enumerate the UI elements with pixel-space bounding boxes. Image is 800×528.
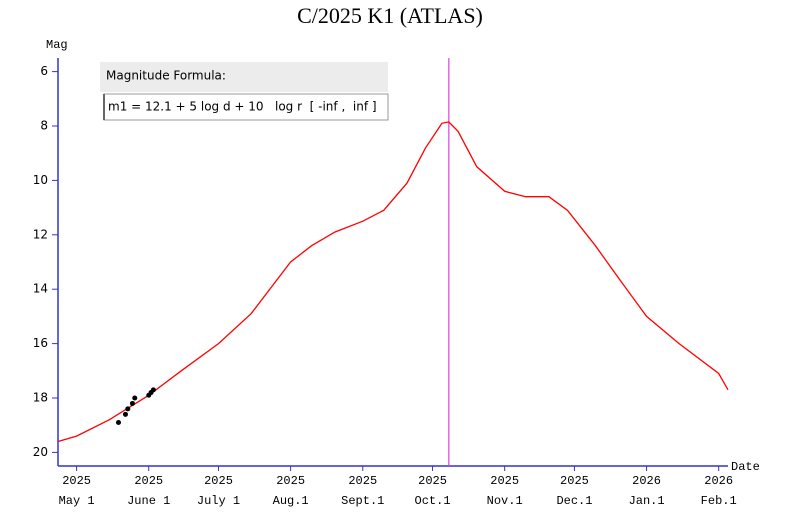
x-tick-year: 2025 bbox=[204, 474, 233, 488]
y-tick-label: 6 bbox=[40, 64, 48, 78]
y-tick-label: 14 bbox=[33, 282, 48, 296]
x-tick-label: May 1 bbox=[59, 494, 95, 508]
x-tick-year: 2025 bbox=[418, 474, 447, 488]
observation bbox=[129, 400, 135, 406]
observation bbox=[132, 395, 138, 401]
observation bbox=[150, 387, 156, 393]
x-tick-year: 2025 bbox=[134, 474, 163, 488]
x-tick-label: Nov.1 bbox=[487, 494, 523, 508]
x-tick-label: Sept.1 bbox=[341, 494, 384, 508]
formula-field bbox=[103, 93, 389, 121]
y-tick-label: 18 bbox=[33, 391, 48, 405]
formula: m1 = 12.1 + 5 log d + 10 log r [ -inf , … bbox=[108, 100, 377, 114]
x-tick-label: June 1 bbox=[127, 494, 170, 508]
y-tick-label: 16 bbox=[33, 336, 48, 350]
x-tick-label: Dec.1 bbox=[556, 494, 592, 508]
x-tick-year: 2025 bbox=[490, 474, 519, 488]
y-tick-label: 10 bbox=[33, 173, 48, 187]
observation bbox=[125, 406, 131, 412]
observation bbox=[122, 411, 128, 417]
x-tick-label: Feb.1 bbox=[701, 494, 737, 508]
x-tick-year: 2026 bbox=[704, 474, 733, 488]
chart-title: C/2025 K1 (ATLAS) bbox=[297, 3, 483, 28]
y-axis-label: Mag bbox=[46, 38, 68, 52]
x-tick-year: 2026 bbox=[632, 474, 661, 488]
x-tick-label: Jan.1 bbox=[629, 494, 665, 508]
y-tick-label: 20 bbox=[33, 445, 48, 459]
x-axis-label: Date bbox=[731, 460, 760, 474]
x-tick-label: Aug.1 bbox=[273, 494, 309, 508]
formula-box bbox=[100, 62, 388, 92]
light-curve bbox=[57, 121, 729, 443]
x-tick-year: 2025 bbox=[348, 474, 377, 488]
x-tick-label: Oct.1 bbox=[415, 494, 451, 508]
x-tick-year: 2025 bbox=[560, 474, 589, 488]
x-tick-year: 2025 bbox=[62, 474, 91, 488]
x-tick-label: July 1 bbox=[197, 494, 240, 508]
y-tick-label: 12 bbox=[33, 227, 48, 241]
y-tick-label: 8 bbox=[40, 119, 48, 133]
observation bbox=[115, 419, 121, 425]
x-tick-year: 2025 bbox=[276, 474, 305, 488]
formula-title: Magnitude Formula: bbox=[106, 69, 226, 83]
